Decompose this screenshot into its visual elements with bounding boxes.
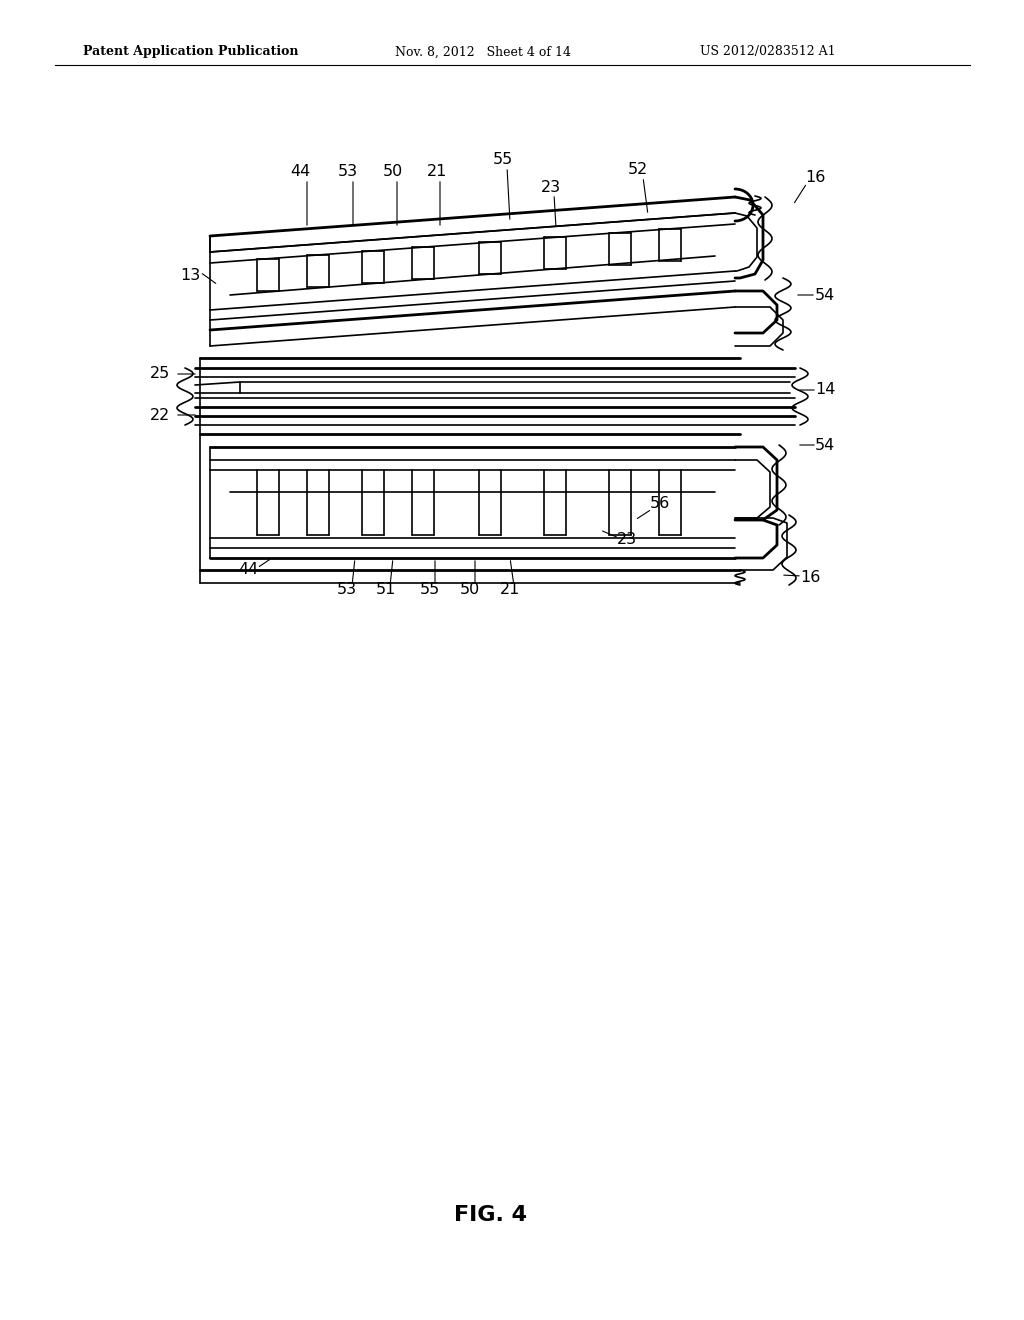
Text: 44: 44: [290, 165, 310, 180]
Text: 23: 23: [541, 180, 561, 194]
Text: 53: 53: [338, 165, 358, 180]
Text: 51: 51: [376, 582, 396, 598]
Text: 13: 13: [180, 268, 200, 282]
Text: 56: 56: [650, 495, 670, 511]
Text: 44: 44: [238, 562, 258, 578]
Text: 25: 25: [150, 367, 170, 381]
Text: Patent Application Publication: Patent Application Publication: [83, 45, 299, 58]
Text: 55: 55: [420, 582, 440, 598]
Text: 21: 21: [427, 165, 447, 180]
Text: 54: 54: [815, 288, 836, 302]
Text: 54: 54: [815, 437, 836, 453]
Text: 52: 52: [628, 162, 648, 177]
Text: 16: 16: [800, 570, 820, 586]
Text: 21: 21: [500, 582, 520, 598]
Text: 55: 55: [493, 153, 513, 168]
Text: Nov. 8, 2012   Sheet 4 of 14: Nov. 8, 2012 Sheet 4 of 14: [395, 45, 571, 58]
Text: 50: 50: [383, 165, 403, 180]
Text: 53: 53: [337, 582, 357, 598]
Text: 16: 16: [805, 170, 825, 186]
Text: 14: 14: [815, 383, 836, 397]
Text: FIG. 4: FIG. 4: [454, 1205, 526, 1225]
Text: 23: 23: [616, 532, 637, 548]
Text: 50: 50: [460, 582, 480, 598]
Text: US 2012/0283512 A1: US 2012/0283512 A1: [700, 45, 836, 58]
Text: 22: 22: [150, 408, 170, 422]
